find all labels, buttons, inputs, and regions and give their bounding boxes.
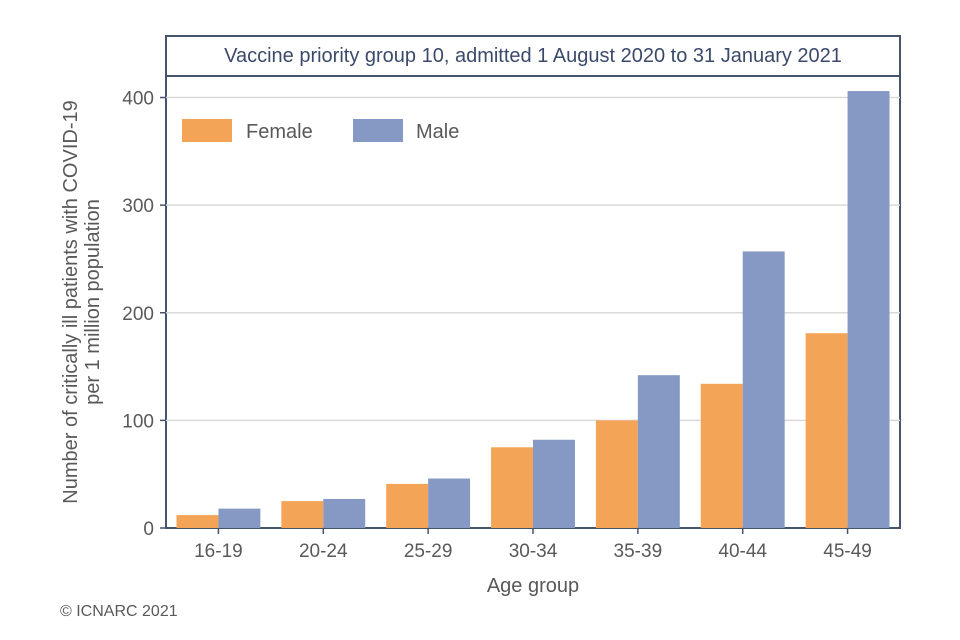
bar-male-30-34 [533, 439, 575, 528]
y-axis-title-line-2: per 1 million population [82, 199, 104, 405]
bar-female-25-29 [386, 483, 429, 528]
bar-female-16-19 [176, 515, 219, 528]
y-axis-ticks: 0 100 200 300 400 [122, 89, 166, 540]
y-axis-title-line-1: Number of critically ill patients with C… [60, 100, 82, 503]
bar-female-30-34 [491, 447, 533, 528]
bar-male-45-49 [847, 91, 890, 529]
y-tick-label-100: 100 [122, 411, 154, 432]
x-tick-label-20-24: 20-24 [299, 541, 348, 562]
x-tick-label-25-29: 25-29 [404, 541, 453, 562]
bars [176, 91, 890, 529]
chart-title: Vaccine priority group 10, admitted 1 Au… [224, 45, 842, 67]
bar-male-25-29 [428, 478, 471, 528]
y-tick-label-0: 0 [143, 519, 154, 540]
bar-male-35-39 [637, 375, 680, 528]
legend-label-male: Male [416, 121, 459, 143]
x-axis-ticks: 16-19 20-24 25-29 30-34 35-39 40-44 45-49 [194, 528, 872, 562]
x-tick-label-16-19: 16-19 [194, 541, 243, 562]
x-tick-label-45-49: 45-49 [823, 541, 872, 562]
chart: Vaccine priority group 10, admitted 1 Au… [60, 35, 901, 597]
y-tick-label-200: 200 [122, 304, 154, 325]
legend: Female Male [182, 119, 459, 143]
x-tick-label-30-34: 30-34 [509, 541, 558, 562]
bar-male-20-24 [323, 498, 366, 528]
x-tick-label-40-44: 40-44 [718, 541, 767, 562]
bar-female-40-44 [700, 383, 743, 528]
legend-label-female: Female [246, 121, 313, 143]
y-tick-label-300: 300 [122, 196, 154, 217]
title-box [165, 35, 901, 77]
bar-male-40-44 [742, 251, 785, 528]
legend-swatch-male [353, 119, 403, 142]
copyright-text: © ICNARC 2021 [60, 603, 178, 620]
bar-female-20-24 [281, 501, 324, 528]
grid [166, 96, 900, 422]
bar-male-16-19 [218, 508, 261, 528]
bar-female-45-49 [805, 333, 848, 528]
bar-female-35-39 [595, 420, 638, 528]
y-tick-label-400: 400 [122, 89, 154, 110]
legend-swatch-female [182, 119, 232, 142]
x-tick-label-35-39: 35-39 [614, 541, 663, 562]
x-axis-title: Age group [487, 575, 579, 597]
